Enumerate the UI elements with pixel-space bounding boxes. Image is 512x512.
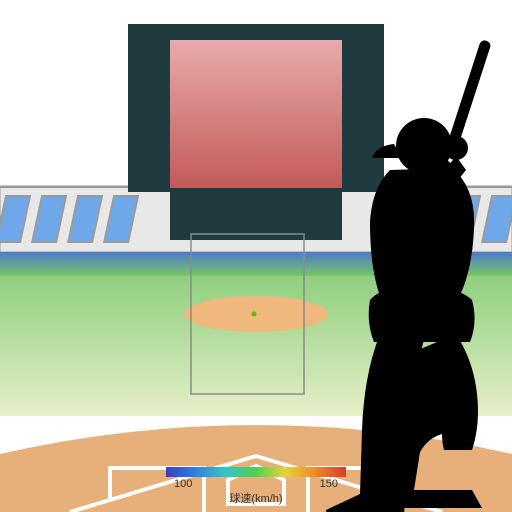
- pitch-location-diagram: [0, 0, 512, 512]
- legend-tick-max: 150: [320, 478, 338, 490]
- pitchers-rubber-dot: [252, 312, 257, 317]
- legend-label: 球速(km/h): [166, 490, 346, 506]
- velocity-legend: 100 150 球速(km/h): [166, 467, 346, 506]
- scoreboard-neck: [170, 192, 342, 240]
- scene-svg: [0, 0, 512, 512]
- scoreboard-screen: [170, 40, 342, 188]
- legend-tick-min: 100: [174, 478, 192, 490]
- legend-gradient-bar: [166, 467, 346, 477]
- legend-ticks: 100 150: [166, 478, 346, 490]
